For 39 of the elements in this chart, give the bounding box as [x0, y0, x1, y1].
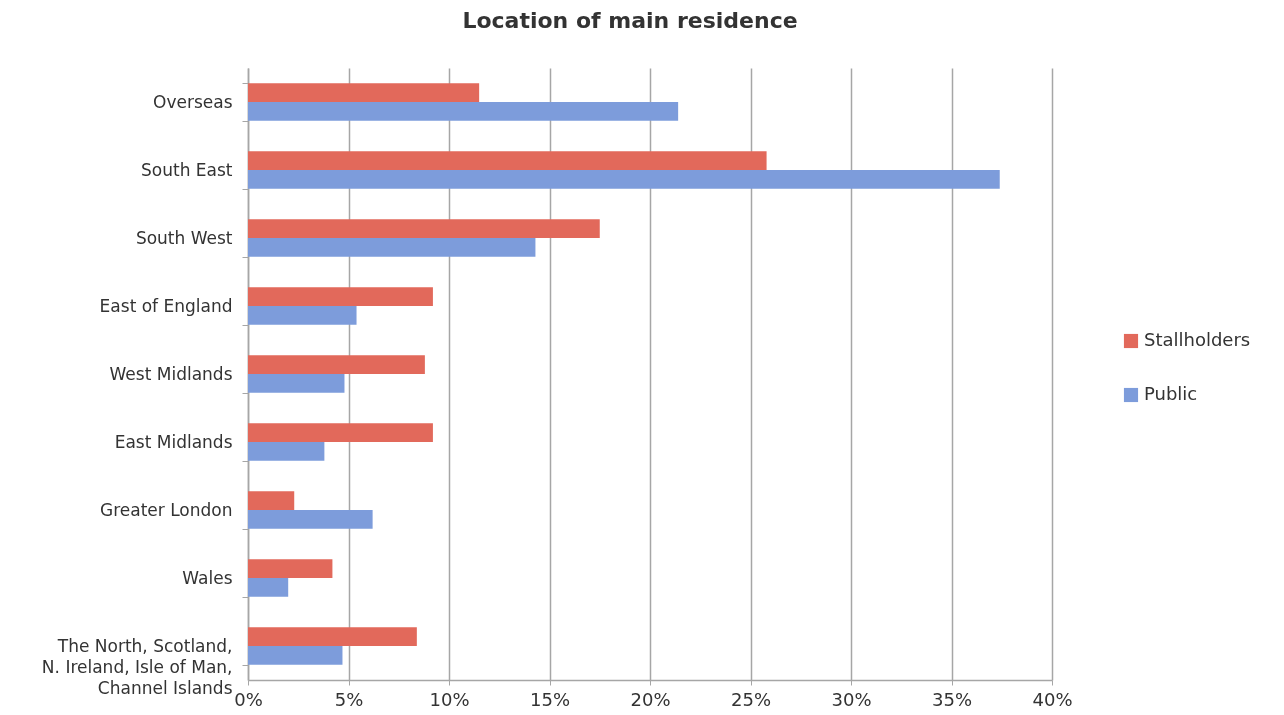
- bar: [248, 423, 433, 442]
- bar: [248, 442, 325, 461]
- bar: [248, 374, 345, 393]
- bar: [248, 219, 600, 238]
- legend-label: Stallholders: [1144, 329, 1251, 350]
- bar: [248, 83, 480, 102]
- bar: [248, 238, 536, 257]
- y-tick-label: Wales: [182, 567, 233, 588]
- bar: [248, 646, 343, 665]
- x-tick-label: 0%: [234, 688, 263, 710]
- x-tick-label: 40%: [1032, 688, 1073, 710]
- bar: [248, 287, 433, 306]
- bar: [248, 151, 767, 170]
- x-tick-label: 30%: [831, 688, 872, 710]
- bar: [248, 510, 373, 529]
- bar: [248, 170, 1000, 189]
- y-tick-label: South West: [135, 227, 233, 248]
- x-tick-label: 35%: [931, 688, 973, 710]
- bar: [248, 578, 289, 597]
- y-tick-label: East of England: [99, 295, 233, 316]
- y-tick-label: Overseas: [153, 91, 233, 112]
- legend-label: Public: [1144, 383, 1198, 404]
- x-tick-label: 20%: [630, 688, 671, 710]
- x-tick-label: 10%: [429, 688, 470, 710]
- bar: [248, 102, 679, 121]
- bar: [248, 355, 425, 374]
- chart-title: Location of main residence: [462, 8, 798, 33]
- bar: [248, 491, 295, 510]
- y-tick-label: West Midlands: [109, 363, 233, 384]
- bar: [248, 559, 333, 578]
- x-tick-label: 5%: [334, 688, 364, 710]
- bar: [248, 627, 417, 646]
- y-tick-label: The North, Scotland, N. Ireland, Isle of Man, Channel Islands: [41, 635, 233, 698]
- y-tick-label: Greater London: [100, 499, 233, 520]
- y-tick-label: South East: [141, 159, 233, 180]
- x-tick-label: 25%: [730, 688, 772, 710]
- bar: [248, 306, 357, 325]
- y-tick-label: East Midlands: [114, 431, 233, 452]
- x-tick-label: 15%: [529, 688, 571, 710]
